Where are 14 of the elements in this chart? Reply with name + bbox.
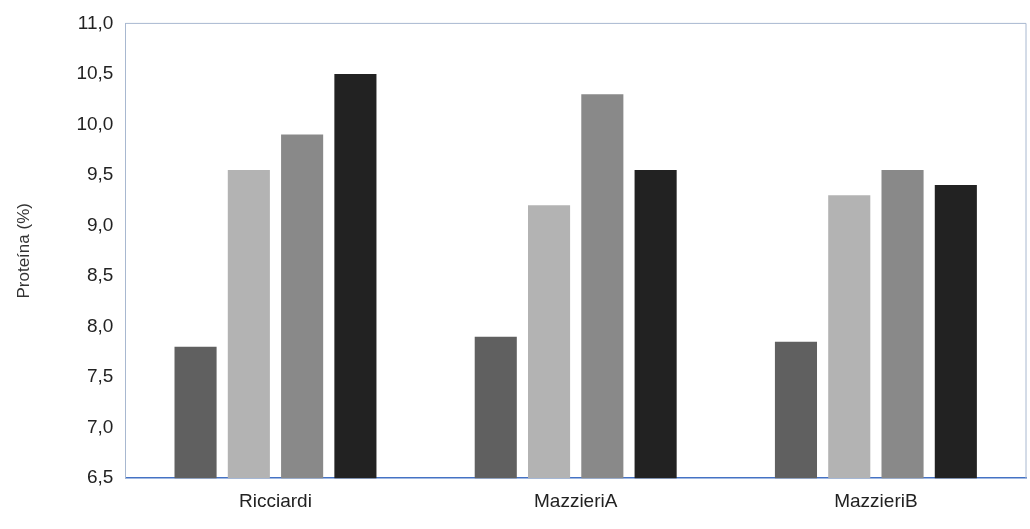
y-tick-label: 8,0 [86,314,114,336]
y-tick-label: 11,0 [77,11,114,33]
y-tick-label: 9,5 [86,163,114,185]
x-tick-label: Ricciardi [239,489,312,511]
y-tick-label: 7,0 [86,415,114,437]
y-tick-label: 9,0 [86,213,114,235]
x-tick-label: MazzieriA [533,489,618,511]
y-tick-label: 10,5 [76,62,114,84]
y-tick-label: 6,5 [86,466,114,488]
y-axis-title: Proteína (%) [13,203,33,299]
y-tick-label: 8,5 [86,264,114,286]
x-tick-label: MazzieriB [834,489,918,511]
y-tick-label: 10,0 [76,112,114,134]
y-tick-label: 7,5 [86,365,114,387]
